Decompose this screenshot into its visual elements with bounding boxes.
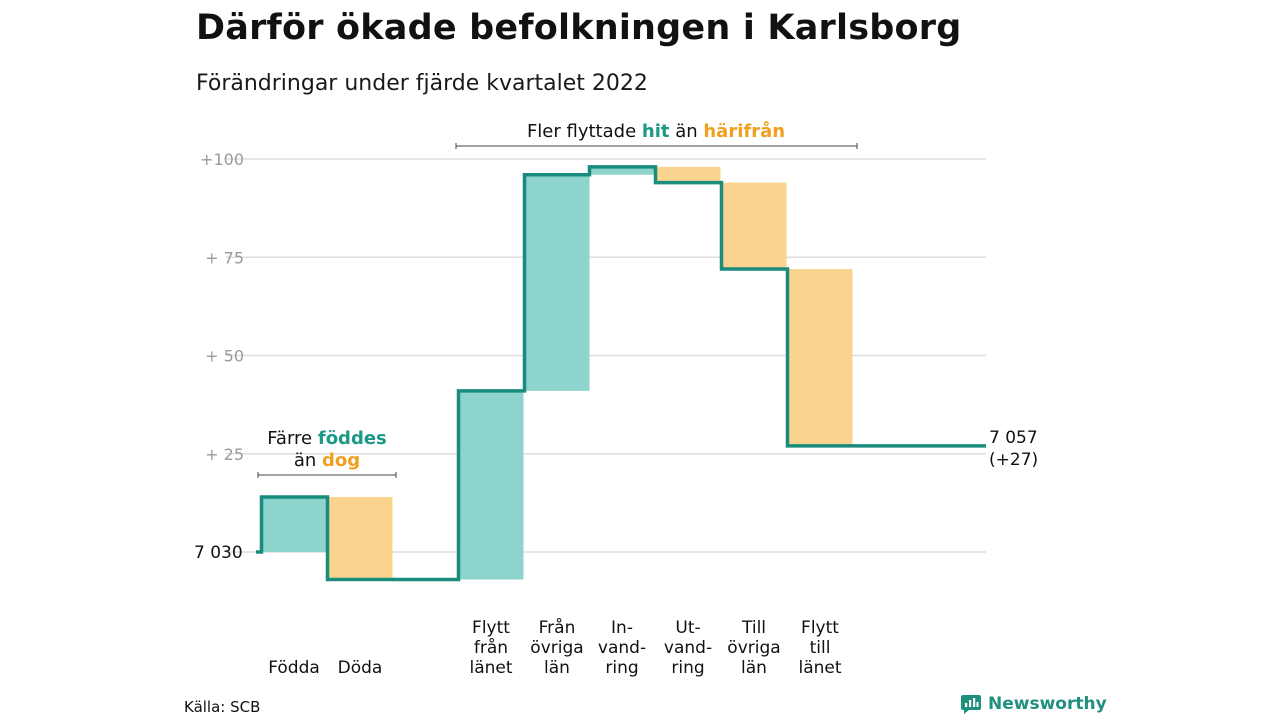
waterfall-bar — [589, 166, 655, 175]
y-tick-label: + 50 — [205, 347, 244, 366]
chart-title: Därför ökade befolkningen i Karlsborg — [196, 8, 962, 48]
annotation-migration: Fler flyttade hit än härifrån — [527, 120, 785, 142]
category-label: länet — [469, 658, 512, 678]
annotation-highlight: härifrån — [703, 120, 785, 142]
annotation-highlight: hit — [642, 121, 670, 142]
category-label: övriga — [530, 638, 583, 658]
category-label: län — [741, 658, 767, 678]
annotation-birth-line1: Färre föddes — [267, 428, 387, 449]
category-label: övriga — [727, 638, 780, 658]
brand-name: Newsworthy — [988, 694, 1107, 714]
category-label: Flytt — [801, 618, 839, 638]
category-label: vand- — [598, 638, 646, 658]
y-tick-label: + 75 — [205, 248, 244, 267]
waterfall-bar — [524, 174, 590, 391]
annotation-text: än — [294, 450, 322, 471]
brand-logo: Newsworthy — [960, 693, 1107, 715]
annotation-highlight: dog — [322, 450, 360, 471]
chart-subtitle: Förändringar under fjärde kvartalet 2022 — [196, 71, 648, 96]
annotation-text: än — [669, 121, 703, 142]
category-label: ring — [671, 658, 704, 678]
category-label: Flytt — [472, 618, 510, 638]
start-value-label: 7 030 — [194, 543, 243, 563]
category-label: länet — [798, 658, 841, 678]
y-tick-label: +100 — [200, 150, 244, 169]
category-label: Till — [741, 618, 766, 638]
annotation-highlight: föddes — [318, 428, 387, 449]
waterfall-bar — [327, 496, 393, 580]
waterfall-bar — [261, 496, 327, 552]
waterfall-bar — [655, 166, 721, 183]
category-label: Ut- — [675, 618, 700, 638]
annotation-birth-line2: än dog — [294, 450, 360, 471]
end-value-label: 7 057 — [989, 428, 1038, 448]
annotation-text: Fler flyttade — [527, 121, 642, 142]
annotation-text: Färre — [267, 428, 318, 449]
newsworthy-logo-icon — [961, 695, 981, 714]
waterfall-bar — [458, 390, 524, 580]
category-label: vand- — [664, 638, 712, 658]
category-label: Från — [539, 617, 576, 638]
waterfall-bar — [787, 269, 853, 446]
source-note: Källa: SCB — [184, 698, 261, 716]
category-label: Födda — [268, 658, 320, 678]
waterfall-bar — [721, 182, 787, 270]
category-label: Döda — [338, 658, 383, 678]
category-label: län — [544, 658, 570, 678]
category-label: från — [474, 637, 508, 658]
end-change-label: (+27) — [989, 450, 1038, 470]
category-label: ring — [605, 658, 638, 678]
category-label: In- — [611, 618, 633, 638]
y-tick-label: + 25 — [205, 445, 244, 464]
category-label: till — [810, 638, 831, 658]
cumulative-step-line — [256, 165, 986, 582]
